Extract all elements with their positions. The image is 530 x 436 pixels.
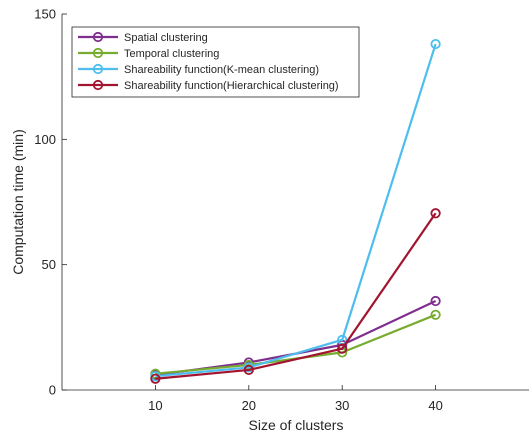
y-tick-label: 50 <box>42 257 56 272</box>
series-line <box>155 212 437 380</box>
series-line <box>155 43 437 378</box>
legend-label: Shareability function(Hierarchical clust… <box>124 80 339 92</box>
y-tick-label: 100 <box>34 132 56 147</box>
legend-item: Shareability function(K-mean clustering) <box>78 63 319 76</box>
data-point <box>150 373 161 384</box>
y-tick-label: 0 <box>49 383 56 398</box>
legend-item: Shareability function(Hierarchical clust… <box>78 79 339 92</box>
y-axis-ticks: 0 50 100 150 <box>34 7 67 398</box>
y-axis-label: Computation time (min) <box>10 129 26 275</box>
legend-label: Shareability function(K-mean clustering) <box>124 64 319 76</box>
x-tick-label: 30 <box>335 398 349 413</box>
x-axis-label: Size of clusters <box>249 417 344 433</box>
legend-swatch-marker <box>92 47 104 59</box>
legend-label: Spatial clustering <box>124 32 208 44</box>
x-tick-label: 40 <box>428 398 442 413</box>
series-4 <box>150 208 441 384</box>
data-point <box>430 295 441 307</box>
data-point <box>337 343 348 354</box>
legend: Spatial clustering Temporal clustering Sha… <box>71 26 360 98</box>
series-layer <box>150 38 441 384</box>
data-point <box>430 38 441 50</box>
x-axis-ticks: 10 20 30 40 <box>148 385 443 413</box>
legend-item: Spatial clustering <box>78 31 208 44</box>
legend-label: Temporal clustering <box>124 48 219 60</box>
y-tick-label: 150 <box>34 7 56 22</box>
x-tick-label: 20 <box>242 398 256 413</box>
legend-item: Temporal clustering <box>78 47 219 60</box>
data-point <box>430 309 441 320</box>
x-tick-label: 10 <box>148 398 162 413</box>
legend-swatch-marker <box>92 63 104 75</box>
data-point <box>243 364 254 376</box>
data-point <box>430 208 441 219</box>
legend-box <box>71 26 360 98</box>
legend-swatch-marker <box>92 79 104 91</box>
legend-swatch-marker <box>92 31 104 43</box>
